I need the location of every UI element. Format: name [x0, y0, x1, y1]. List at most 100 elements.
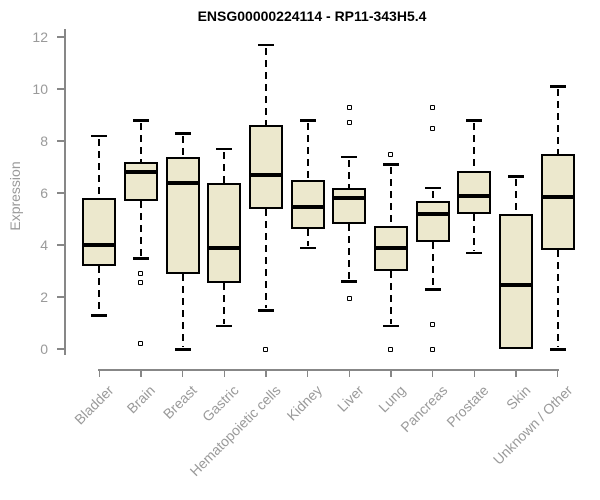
- outlier-point: [138, 271, 144, 277]
- lower-whisker-cap: [424, 288, 441, 291]
- outlier-point: [138, 280, 144, 286]
- median-line: [248, 172, 283, 177]
- lower-whisker-cap: [382, 324, 399, 328]
- outlier-point: [346, 120, 352, 126]
- median-line: [415, 211, 450, 216]
- outlier-point: [346, 295, 352, 301]
- median-line: [540, 194, 575, 199]
- outlier-point: [430, 346, 436, 352]
- upper-whisker: [98, 138, 101, 199]
- lower-whisker-cap: [341, 280, 358, 283]
- x-tick: [306, 370, 309, 377]
- x-tick: [390, 370, 392, 377]
- upper-whisker-cap: [508, 175, 524, 178]
- upper-whisker: [389, 167, 392, 226]
- upper-whisker-cap: [549, 85, 566, 88]
- y-tick: [57, 244, 64, 246]
- outlier-point: [430, 104, 436, 110]
- upper-whisker-cap: [299, 119, 316, 122]
- box: [540, 154, 575, 251]
- lower-whisker-cap: [91, 314, 108, 317]
- x-tick: [515, 370, 517, 377]
- box: [123, 161, 158, 201]
- lower-whisker: [556, 250, 559, 347]
- box: [290, 180, 325, 230]
- x-tick-label: Unknown / Other: [489, 382, 575, 468]
- y-tick: [57, 140, 64, 142]
- y-tick: [57, 88, 64, 90]
- upper-whisker: [556, 89, 559, 154]
- box: [82, 198, 117, 266]
- lower-whisker: [306, 229, 309, 246]
- upper-whisker-cap: [257, 43, 274, 47]
- upper-whisker-cap: [382, 163, 399, 166]
- upper-whisker-cap: [216, 147, 233, 151]
- median-line: [207, 245, 242, 250]
- lower-whisker-cap: [466, 251, 483, 255]
- lower-whisker-cap: [132, 257, 149, 260]
- outlier-point: [388, 151, 394, 157]
- lower-whisker: [98, 265, 101, 314]
- upper-whisker-cap: [132, 119, 149, 122]
- lower-whisker: [264, 208, 267, 308]
- chart-title: ENSG00000224114 - RP11-343H5.4: [197, 8, 427, 24]
- y-tick: [57, 36, 64, 38]
- x-tick-label: Breast: [160, 382, 200, 422]
- x-tick-label: Prostate: [443, 382, 492, 431]
- outlier-point: [263, 346, 269, 352]
- box: [165, 156, 200, 274]
- y-tick-label: 6: [40, 185, 48, 201]
- lower-whisker: [348, 224, 351, 280]
- upper-whisker-cap: [91, 134, 108, 138]
- x-tick: [348, 370, 351, 377]
- median-line: [82, 243, 117, 247]
- median-line: [373, 245, 408, 250]
- median-line: [123, 170, 158, 175]
- box: [332, 187, 367, 225]
- median-line: [499, 283, 533, 288]
- x-tick: [181, 370, 184, 377]
- outlier-point: [138, 341, 144, 347]
- lower-whisker: [181, 273, 184, 347]
- y-tick-label: 12: [32, 29, 48, 45]
- x-tick: [431, 370, 434, 377]
- box: [457, 170, 492, 214]
- lower-whisker-cap: [216, 324, 233, 328]
- x-axis-line: [98, 369, 559, 371]
- box: [248, 125, 283, 209]
- upper-whisker-cap: [466, 119, 483, 122]
- x-tick: [473, 370, 476, 377]
- lower-whisker: [223, 282, 226, 324]
- lower-whisker-cap: [549, 348, 566, 351]
- median-line: [290, 205, 325, 210]
- outlier-point: [430, 321, 436, 327]
- upper-whisker: [348, 159, 351, 188]
- upper-whisker: [515, 179, 517, 214]
- upper-whisker: [139, 123, 142, 162]
- upper-whisker: [473, 123, 476, 171]
- upper-whisker: [264, 47, 267, 126]
- upper-whisker: [181, 136, 184, 157]
- y-tick-label: 4: [40, 237, 48, 253]
- lower-whisker: [431, 242, 434, 288]
- upper-whisker-cap: [341, 155, 358, 159]
- lower-whisker: [473, 213, 476, 251]
- box: [415, 200, 450, 243]
- box: [207, 182, 242, 283]
- upper-whisker-cap: [174, 132, 191, 135]
- y-axis-line: [64, 29, 66, 355]
- x-tick: [265, 370, 267, 377]
- y-tick-label: 8: [40, 133, 48, 149]
- lower-whisker-cap: [257, 309, 274, 312]
- y-tick: [57, 192, 64, 194]
- x-tick-label: Skin: [502, 382, 534, 413]
- y-tick-label: 0: [40, 341, 48, 357]
- upper-whisker-cap: [424, 186, 441, 190]
- y-tick: [57, 348, 64, 350]
- x-tick: [556, 370, 559, 377]
- x-tick: [223, 370, 226, 377]
- median-line: [165, 180, 200, 185]
- y-tick: [57, 296, 64, 298]
- lower-whisker: [139, 200, 142, 256]
